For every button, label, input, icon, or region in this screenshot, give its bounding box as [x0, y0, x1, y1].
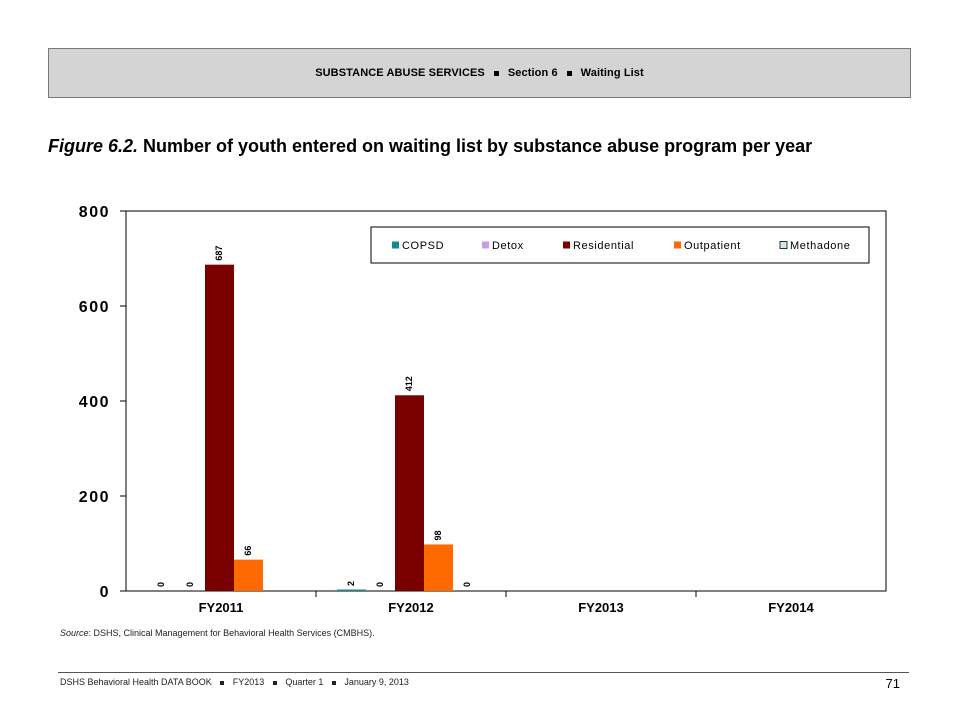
legend-swatch-detox — [482, 241, 489, 249]
source-note: Source: DSHS, Clinical Management for Be… — [60, 628, 375, 638]
legend-label-copsd: COPSD — [402, 240, 444, 252]
plot-area-frame — [125, 210, 887, 592]
bullet-separator-icon — [272, 680, 277, 685]
data-label: 687 — [214, 246, 224, 261]
x-tick-label: FY2012 — [388, 600, 434, 615]
legend-swatch-copsd — [392, 241, 399, 249]
page-number: 71 — [885, 676, 900, 691]
legend-swatch-outpatient — [674, 241, 681, 249]
x-tick-label: FY2014 — [768, 600, 814, 615]
data-label: 0 — [375, 582, 385, 587]
bar-residential — [395, 395, 424, 591]
data-label: 66 — [243, 546, 253, 556]
legend-label-residential: Residential — [573, 240, 634, 252]
data-label: 2 — [346, 581, 356, 586]
bar-outpatient — [234, 559, 263, 591]
y-tick-label: 200 — [79, 489, 110, 506]
source-text: : DSHS, Clinical Management for Behavior… — [88, 628, 375, 638]
y-tick-label: 400 — [79, 394, 110, 411]
data-label: 0 — [156, 582, 166, 587]
header-part-program: SUBSTANCE ABUSE SERVICES — [315, 67, 485, 79]
bullet-separator-icon — [493, 70, 499, 76]
footer: DSHS Behavioral Health DATA BOOK FY2013 … — [60, 677, 409, 687]
bullet-separator-icon — [331, 680, 336, 685]
bar-residential — [205, 264, 234, 591]
section-header-banner: SUBSTANCE ABUSE SERVICES Section 6 Waiti… — [48, 48, 911, 98]
data-label: 0 — [185, 582, 195, 587]
data-label: 98 — [433, 530, 443, 540]
figure-title-text: Number of youth entered on waiting list … — [143, 136, 813, 156]
header-part-topic: Waiting List — [580, 67, 644, 79]
footer-rule — [58, 672, 909, 673]
legend-swatch-residential — [563, 241, 570, 249]
footer-date: January 9, 2013 — [344, 677, 409, 687]
x-tick-label: FY2013 — [578, 600, 624, 615]
legend-label-detox: Detox — [492, 240, 524, 252]
y-tick-label: 0 — [100, 584, 110, 601]
footer-book-title: DSHS Behavioral Health DATA BOOK — [60, 677, 212, 687]
bar-copsd — [337, 589, 366, 591]
y-tick-label: 600 — [79, 299, 110, 316]
y-tick-label: 800 — [79, 204, 110, 221]
data-label: 412 — [404, 376, 414, 391]
bullet-separator-icon — [566, 70, 572, 76]
footer-fiscal-year: FY2013 — [232, 677, 265, 687]
figure-label: Figure 6.2. — [48, 136, 139, 156]
x-tick-label: FY2011 — [199, 600, 244, 615]
data-label: 0 — [462, 582, 472, 587]
source-label: Source — [60, 628, 89, 638]
legend-swatch-methadone — [779, 241, 788, 249]
bar-outpatient — [424, 544, 453, 591]
footer-quarter: Quarter 1 — [285, 677, 324, 687]
bullet-separator-icon — [220, 680, 225, 685]
legend-label-outpatient: Outpatient — [684, 240, 741, 252]
figure-title: Figure 6.2. Number of youth entered on w… — [48, 134, 908, 158]
legend-label-methadone: Methadone — [790, 240, 850, 252]
header-part-section: Section 6 — [507, 67, 558, 79]
